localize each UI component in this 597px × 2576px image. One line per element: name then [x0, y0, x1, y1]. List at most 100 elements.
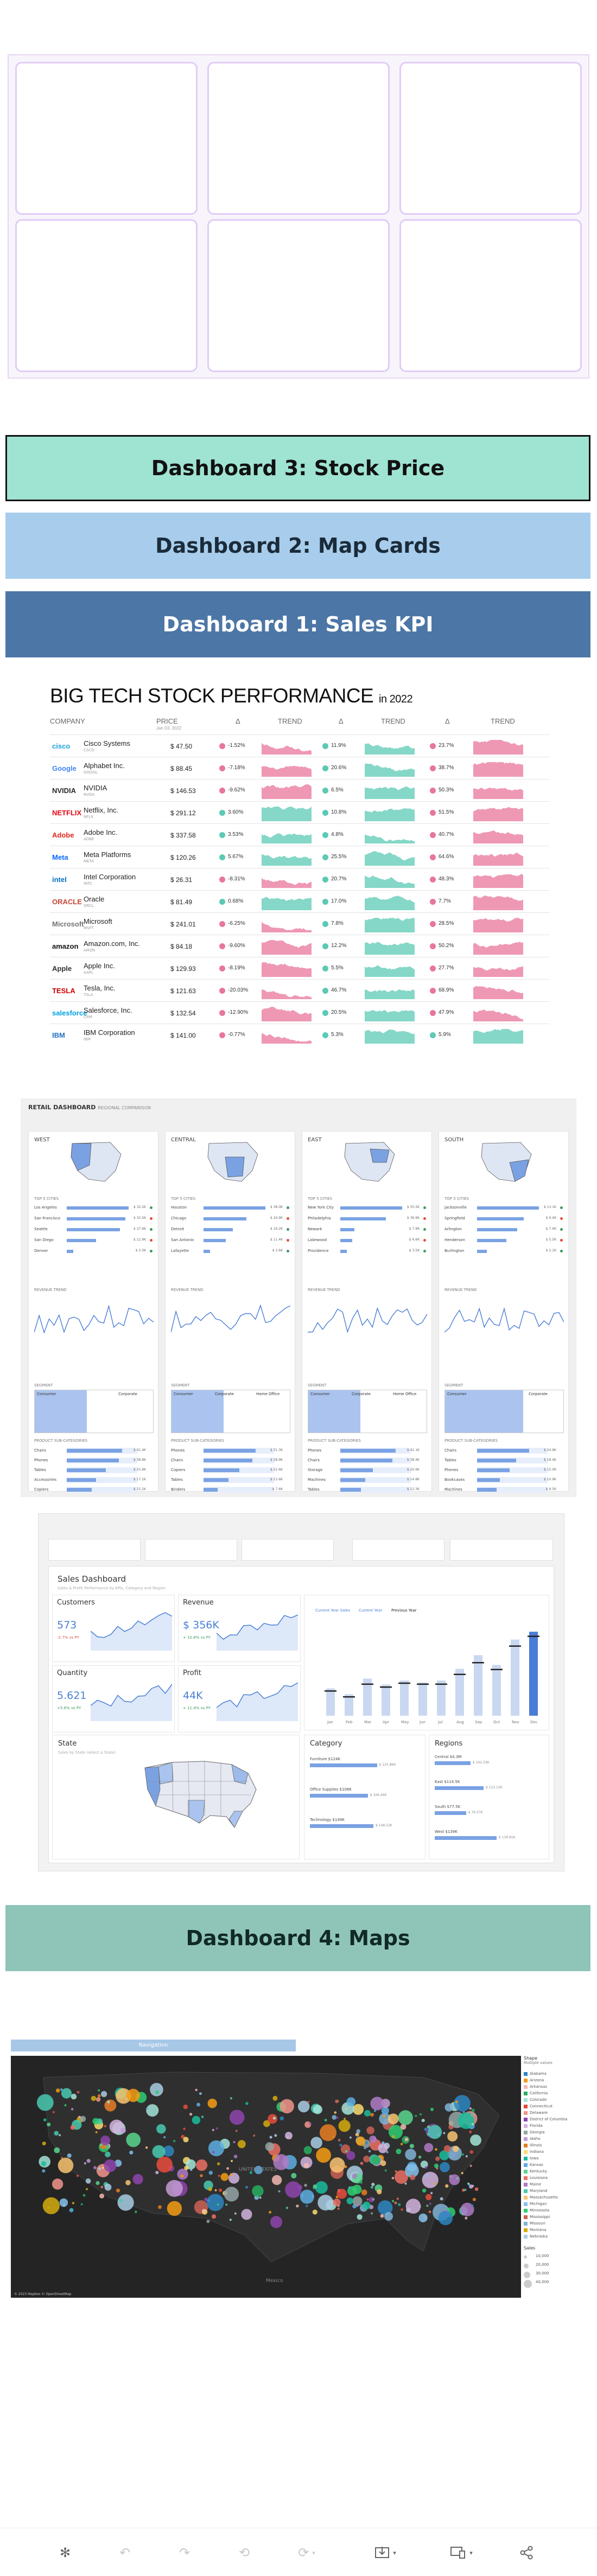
stock-row[interactable]: cisco Cisco Systems CSCO $ 47.50 -1.52% 11.9%… [50, 734, 549, 757]
product-row[interactable]: Tables $ 13.6K [171, 1475, 290, 1485]
city-point[interactable] [196, 2102, 200, 2107]
stock-row[interactable]: Microsoft Microsoft MSFT $ 241.01 -6.25% 7.8%… [50, 912, 549, 935]
city-point[interactable] [315, 2181, 328, 2194]
city-point[interactable] [420, 2160, 428, 2169]
city-point[interactable] [471, 2112, 475, 2117]
sales-tab[interactable] [450, 1539, 553, 1561]
city-point[interactable] [233, 2155, 238, 2158]
share-icon[interactable] [516, 2543, 537, 2562]
city-point[interactable] [229, 2219, 232, 2221]
city-row[interactable]: Providence $ 3.5K [308, 1248, 427, 1255]
stock-row[interactable]: Google Alphabet Inc. GOOGL $ 88.45 -7.18% 20.… [50, 757, 549, 779]
city-point[interactable] [352, 2196, 363, 2207]
legend-state-item[interactable]: Montana [524, 2227, 586, 2233]
city-point[interactable] [300, 2156, 313, 2169]
city-point[interactable] [252, 2185, 264, 2197]
city-point[interactable] [60, 2088, 63, 2091]
city-point[interactable] [349, 2136, 352, 2139]
month-bar[interactable] [511, 1639, 519, 1716]
stock-row[interactable]: salesforce Salesforce, Inc. CRM $ 132.54 -12… [50, 1001, 549, 1024]
city-point[interactable] [229, 2110, 245, 2125]
legend-state-item[interactable]: Colorado [524, 2097, 586, 2103]
city-point[interactable] [225, 2203, 228, 2206]
revert-icon[interactable]: ⟲ [238, 2545, 250, 2560]
city-point[interactable] [455, 2100, 458, 2104]
city-point[interactable] [134, 2210, 137, 2214]
city-point[interactable] [388, 2113, 399, 2125]
city-point[interactable] [469, 2150, 473, 2154]
city-point[interactable] [443, 2132, 446, 2134]
city-point[interactable] [438, 2210, 453, 2226]
city-point[interactable] [468, 2183, 471, 2186]
product-row[interactable]: Tables $ 25.9K [34, 1466, 154, 1475]
city-row[interactable]: Lafayette $ 2.6K [171, 1248, 290, 1255]
city-point[interactable] [425, 2194, 432, 2201]
city-point[interactable] [206, 2220, 210, 2223]
city-point[interactable] [338, 2120, 351, 2132]
city-point[interactable] [378, 2200, 393, 2215]
city-point[interactable] [472, 2197, 477, 2201]
city-point[interactable] [70, 2125, 75, 2130]
city-point[interactable] [224, 2187, 239, 2202]
stock-row[interactable]: IBM IBM Corporation IBM $ 141.00 -0.77% 5.3% 5… [50, 1024, 549, 1046]
city-point[interactable] [372, 2198, 375, 2201]
city-point[interactable] [217, 2162, 220, 2165]
city-point[interactable] [344, 2165, 347, 2168]
city-point[interactable] [430, 2192, 433, 2195]
city-point[interactable] [424, 2127, 428, 2131]
kpi-card-profit[interactable]: Profit 44K + 11.4% vs PY [178, 1665, 301, 1733]
category-row[interactable]: Office Supplies $106K $ 106.44K [310, 1787, 413, 1809]
product-row[interactable]: Storage $ 20.6K [308, 1466, 427, 1475]
city-point[interactable] [291, 2172, 297, 2179]
city-point[interactable] [400, 2124, 407, 2130]
stock-row[interactable]: NVIDIA NVIDIA NVDA $ 146.53 -9.62% 6.5% 50.3% [50, 779, 549, 801]
city-point[interactable] [36, 2094, 54, 2111]
city-point[interactable] [91, 2095, 97, 2101]
city-point[interactable] [355, 2136, 366, 2146]
city-point[interactable] [400, 2143, 403, 2145]
city-point[interactable] [391, 2200, 395, 2202]
city-point[interactable] [206, 2194, 224, 2211]
city-point[interactable] [303, 2163, 309, 2168]
city-point[interactable] [145, 2146, 148, 2149]
city-point[interactable] [421, 2119, 425, 2123]
city-point[interactable] [92, 2118, 99, 2125]
city-point[interactable] [71, 2208, 74, 2211]
legend-state-item[interactable]: Delaware [524, 2110, 586, 2116]
legend-state-item[interactable]: District of Columbia [524, 2117, 586, 2123]
city-row[interactable]: Henderson $ 5.5K [444, 1237, 564, 1244]
city-row[interactable]: Philadelphia $ 36.9K [308, 1215, 427, 1223]
city-point[interactable] [259, 2196, 262, 2199]
legend-state-item[interactable]: Massachusetts [524, 2195, 586, 2201]
city-point[interactable] [100, 2144, 102, 2146]
city-point[interactable] [192, 2115, 201, 2125]
city-row[interactable]: Denver $ 2.0K [34, 1248, 154, 1255]
city-point[interactable] [155, 2090, 159, 2094]
city-point[interactable] [241, 2209, 252, 2220]
city-point[interactable] [42, 2169, 46, 2173]
city-point[interactable] [98, 2089, 100, 2092]
city-point[interactable] [434, 2182, 437, 2185]
city-point[interactable] [465, 2216, 468, 2220]
month-bar[interactable] [437, 1680, 446, 1716]
city-point[interactable] [126, 2088, 140, 2102]
city-point[interactable] [380, 2214, 384, 2218]
region-card-central[interactable]: CENTRAL TOP 5 CITIES Houston $ 38.0K Chicago… [165, 1131, 295, 1493]
city-point[interactable] [300, 2189, 314, 2204]
month-bar[interactable] [474, 1655, 482, 1716]
city-point[interactable] [395, 2170, 397, 2173]
product-row[interactable]: Copiers $ 15.2K [34, 1485, 154, 1495]
city-point[interactable] [370, 2113, 374, 2117]
product-row[interactable]: Machines $ 14.8K [308, 1475, 427, 1485]
city-point[interactable] [392, 2135, 395, 2138]
city-point[interactable] [156, 2156, 173, 2173]
city-point[interactable] [296, 2204, 299, 2208]
city-point[interactable] [152, 2145, 166, 2158]
city-point[interactable] [237, 2140, 246, 2149]
sales-tab[interactable] [48, 1539, 141, 1561]
city-point[interactable] [304, 2121, 312, 2128]
city-point[interactable] [405, 2198, 421, 2214]
city-point[interactable] [371, 2212, 373, 2215]
city-point[interactable] [43, 2118, 47, 2121]
city-point[interactable] [337, 2207, 340, 2210]
